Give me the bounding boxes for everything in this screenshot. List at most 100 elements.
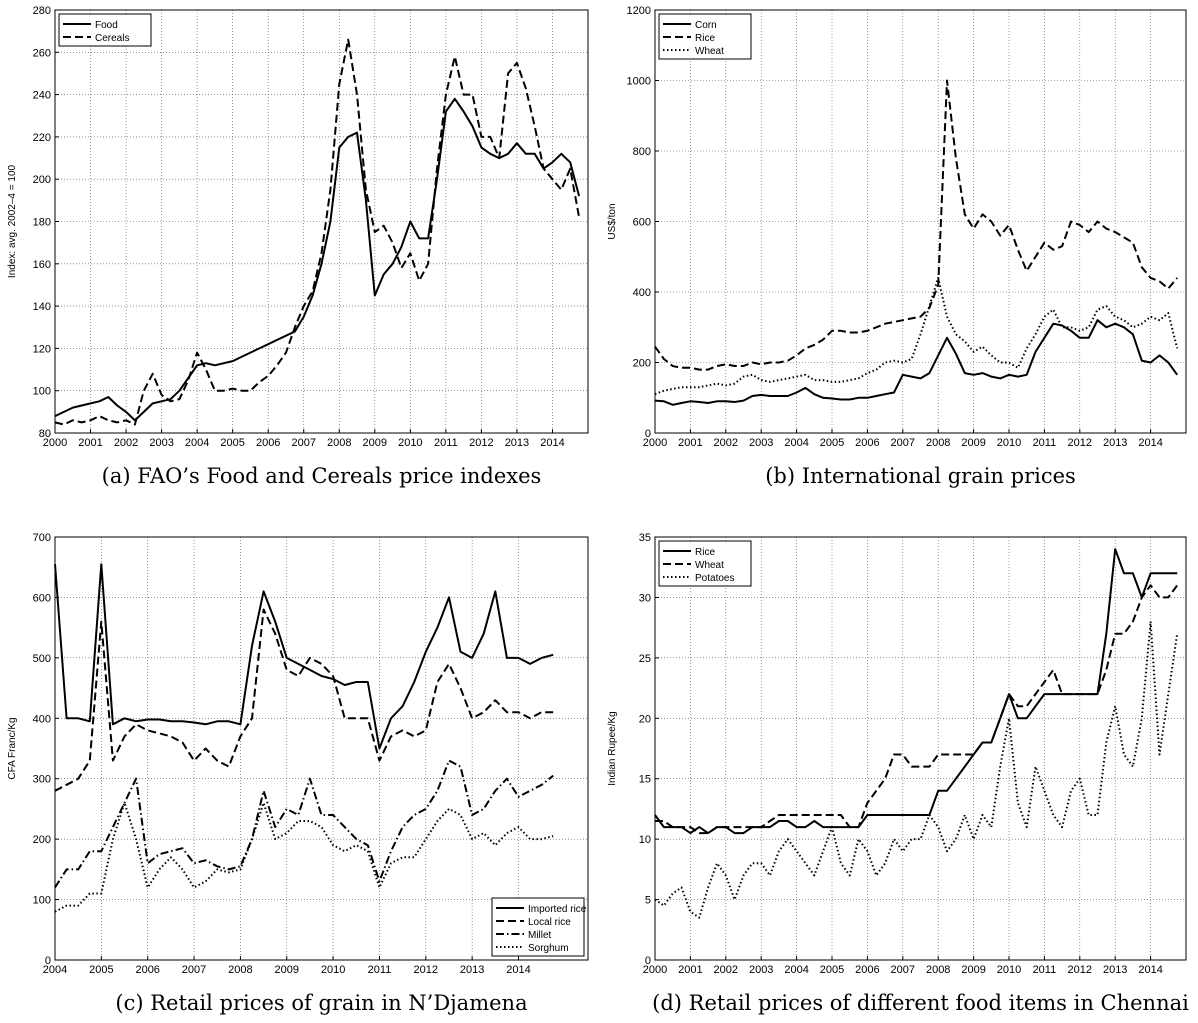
x-tick-label: 2012 (1068, 437, 1092, 449)
series-line (654, 620, 1179, 919)
y-tick-label: 300 (33, 774, 51, 786)
x-tick-label: 2009 (961, 437, 985, 449)
x-tick-label: 2005 (89, 964, 113, 976)
x-tick-label: 2014 (1138, 964, 1162, 976)
caption: (c) Retail prices of grain in N’Djamena (115, 991, 527, 1015)
y-tick-label: 500 (33, 653, 51, 665)
x-tick-label: 2004 (784, 437, 808, 449)
series-line (654, 79, 1178, 371)
y-tick-label: 30 (639, 592, 651, 604)
y-axis-label: US$/ton (607, 203, 618, 239)
x-tick-label: 2005 (220, 437, 244, 449)
x-tick-label: 2002 (114, 437, 138, 449)
x-tick-label: 2011 (1033, 964, 1057, 976)
legend-label: Corn (695, 20, 717, 31)
y-tick-label: 15 (639, 774, 651, 786)
plot-frame (54, 9, 589, 434)
y-tick-label: 100 (33, 386, 51, 398)
y-tick-label: 600 (33, 592, 51, 604)
x-tick-label: 2011 (1033, 437, 1057, 449)
series-line (54, 608, 554, 792)
x-tick-label: 2002 (714, 964, 738, 976)
y-tick-label: 10 (639, 834, 651, 846)
x-tick-label: 2000 (643, 964, 667, 976)
y-tick-label: 100 (33, 895, 51, 907)
legend-label: Rice (695, 33, 715, 44)
x-tick-label: 2001 (78, 437, 102, 449)
y-tick-label: 180 (33, 217, 51, 229)
series-line (654, 276, 1179, 396)
x-tick-label: 2014 (1138, 437, 1162, 449)
x-tick-label: 2004 (43, 964, 67, 976)
legend-label: Rice (695, 547, 715, 558)
series-line (54, 801, 554, 913)
y-tick-label: 140 (33, 301, 51, 313)
legend: Food Cereals (58, 13, 152, 47)
series-line (54, 563, 554, 750)
y-tick-label: 200 (633, 358, 651, 370)
x-tick-label: 2013 (505, 437, 529, 449)
legend-label: Sorghum (528, 943, 569, 954)
y-tick-label: 120 (33, 343, 51, 355)
x-tick-label: 2010 (321, 964, 345, 976)
series-line (654, 319, 1179, 406)
legend-label: Local rice (528, 917, 571, 928)
x-tick-label: 2009 (274, 964, 298, 976)
y-tick-label: 800 (633, 146, 651, 158)
legend: Corn Rice Wheat (658, 13, 752, 60)
x-tick-label: 2007 (291, 437, 315, 449)
legend-label: Millet (528, 930, 552, 941)
x-tick-label: 2014 (540, 437, 564, 449)
x-tick-label: 2003 (749, 964, 773, 976)
y-axis-label: CFA Franc/Kg (7, 717, 18, 779)
y-tick-label: 200 (33, 834, 51, 846)
x-tick-label: 2006 (855, 437, 879, 449)
legend-box (658, 13, 752, 60)
series-line (54, 38, 581, 426)
y-tick-label: 260 (33, 47, 51, 59)
x-tick-label: 2012 (414, 964, 438, 976)
plot-frame (654, 9, 1187, 434)
y-tick-label: 0 (645, 428, 651, 440)
x-tick-label: 2003 (149, 437, 173, 449)
y-tick-label: 700 (33, 532, 51, 544)
x-tick-label: 2010 (997, 964, 1021, 976)
x-tick-label: 2013 (460, 964, 484, 976)
x-tick-label: 2011 (368, 964, 392, 976)
series-line (655, 584, 1179, 835)
legend: Imported rice Local rice Millet Sorghum (491, 897, 587, 957)
y-tick-label: 600 (633, 217, 651, 229)
x-tick-label: 2013 (1103, 964, 1127, 976)
y-tick-label: 240 (33, 90, 51, 102)
caption: (a) FAO’s Food and Cereals price indexes (102, 464, 542, 488)
y-tick-label: 1000 (627, 76, 651, 88)
y-axis-label: Indian Rupee/Kg (607, 711, 618, 786)
x-tick-label: 2011 (434, 437, 458, 449)
x-tick-label: 2007 (182, 964, 206, 976)
y-tick-label: 400 (633, 287, 651, 299)
x-tick-label: 2000 (43, 437, 67, 449)
x-tick-label: 2001 (678, 437, 702, 449)
legend-label: Cereals (95, 33, 129, 44)
legend: Rice Wheat Potatoes (658, 540, 752, 587)
x-tick-label: 2012 (469, 437, 493, 449)
legend-label: Wheat (695, 46, 724, 57)
plot-frame (54, 536, 589, 961)
x-tick-label: 2006 (256, 437, 280, 449)
series-line (54, 759, 554, 889)
x-tick-label: 2009 (961, 964, 985, 976)
caption: (b) International grain prices (765, 464, 1076, 488)
legend-label: Wheat (695, 560, 724, 571)
x-tick-label: 2001 (678, 964, 702, 976)
x-tick-label: 2004 (185, 437, 209, 449)
x-tick-label: 2013 (1103, 437, 1127, 449)
plot-frame (654, 536, 1187, 961)
x-tick-label: 2004 (784, 964, 808, 976)
x-tick-label: 2007 (891, 437, 915, 449)
x-tick-label: 2008 (926, 437, 950, 449)
x-tick-label: 2008 (926, 964, 950, 976)
x-tick-label: 2005 (820, 964, 844, 976)
x-tick-label: 2008 (228, 964, 252, 976)
series-line (54, 97, 581, 422)
